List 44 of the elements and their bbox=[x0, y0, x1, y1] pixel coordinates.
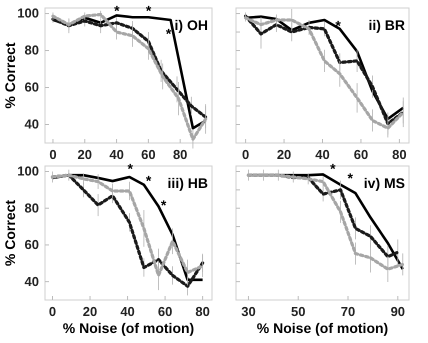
y-tick-label: 60 bbox=[24, 80, 39, 95]
y-axis-title: % Correct bbox=[2, 200, 18, 266]
x-tick-label: 0 bbox=[48, 304, 56, 320]
x-tick-label: 70 bbox=[340, 304, 356, 320]
y-tick-label: 80 bbox=[24, 200, 39, 216]
y-tick-label: 60 bbox=[24, 237, 39, 252]
x-tick-label: 60 bbox=[354, 147, 368, 162]
x-tick-label: 20 bbox=[82, 304, 98, 320]
x-tick-label: 30 bbox=[241, 304, 256, 320]
annotation: * bbox=[330, 160, 336, 177]
y-axis-title: % Correct bbox=[2, 42, 18, 109]
annotation: * bbox=[160, 196, 167, 213]
x-tick-label: 80 bbox=[195, 304, 210, 320]
annotation: * bbox=[146, 2, 152, 19]
annotation: * bbox=[114, 2, 120, 19]
y-tick-label: 80 bbox=[24, 42, 39, 58]
x-tick-label: 60 bbox=[158, 304, 172, 320]
x-tick-label: 40 bbox=[120, 304, 135, 320]
annotation: * bbox=[146, 172, 152, 189]
y-tick-label: 100 bbox=[17, 6, 39, 21]
annotation: i) OH bbox=[174, 17, 208, 33]
x-tick-label: 80 bbox=[172, 147, 188, 162]
x-tick-label: 40 bbox=[109, 147, 124, 162]
annotation: ii) BR bbox=[368, 17, 405, 33]
annotation: * bbox=[127, 160, 134, 177]
x-axis-title: % Noise (of motion) bbox=[62, 320, 194, 336]
annotation: * bbox=[166, 26, 172, 42]
x-tick-label: 50 bbox=[290, 304, 306, 320]
x-axis-title: % Noise (of motion) bbox=[256, 320, 388, 336]
y-tick-label: 40 bbox=[24, 274, 39, 289]
annotation: * bbox=[335, 18, 342, 34]
annotation: * bbox=[347, 170, 354, 186]
x-tick-label: 0 bbox=[49, 147, 57, 162]
y-tick-label: 100 bbox=[17, 164, 39, 179]
x-tick-label: 90 bbox=[390, 304, 406, 320]
x-tick-label: 0 bbox=[242, 147, 250, 162]
x-tick-label: 60 bbox=[141, 147, 156, 162]
annotation: iv) MS bbox=[364, 175, 405, 191]
y-tick-label: 40 bbox=[24, 116, 39, 132]
x-tick-label: 20 bbox=[276, 147, 292, 162]
x-tick-label: 40 bbox=[315, 147, 330, 162]
annotation: iii) HB bbox=[168, 175, 208, 191]
x-tick-label: 80 bbox=[392, 147, 407, 162]
x-tick-label: 20 bbox=[78, 147, 92, 162]
